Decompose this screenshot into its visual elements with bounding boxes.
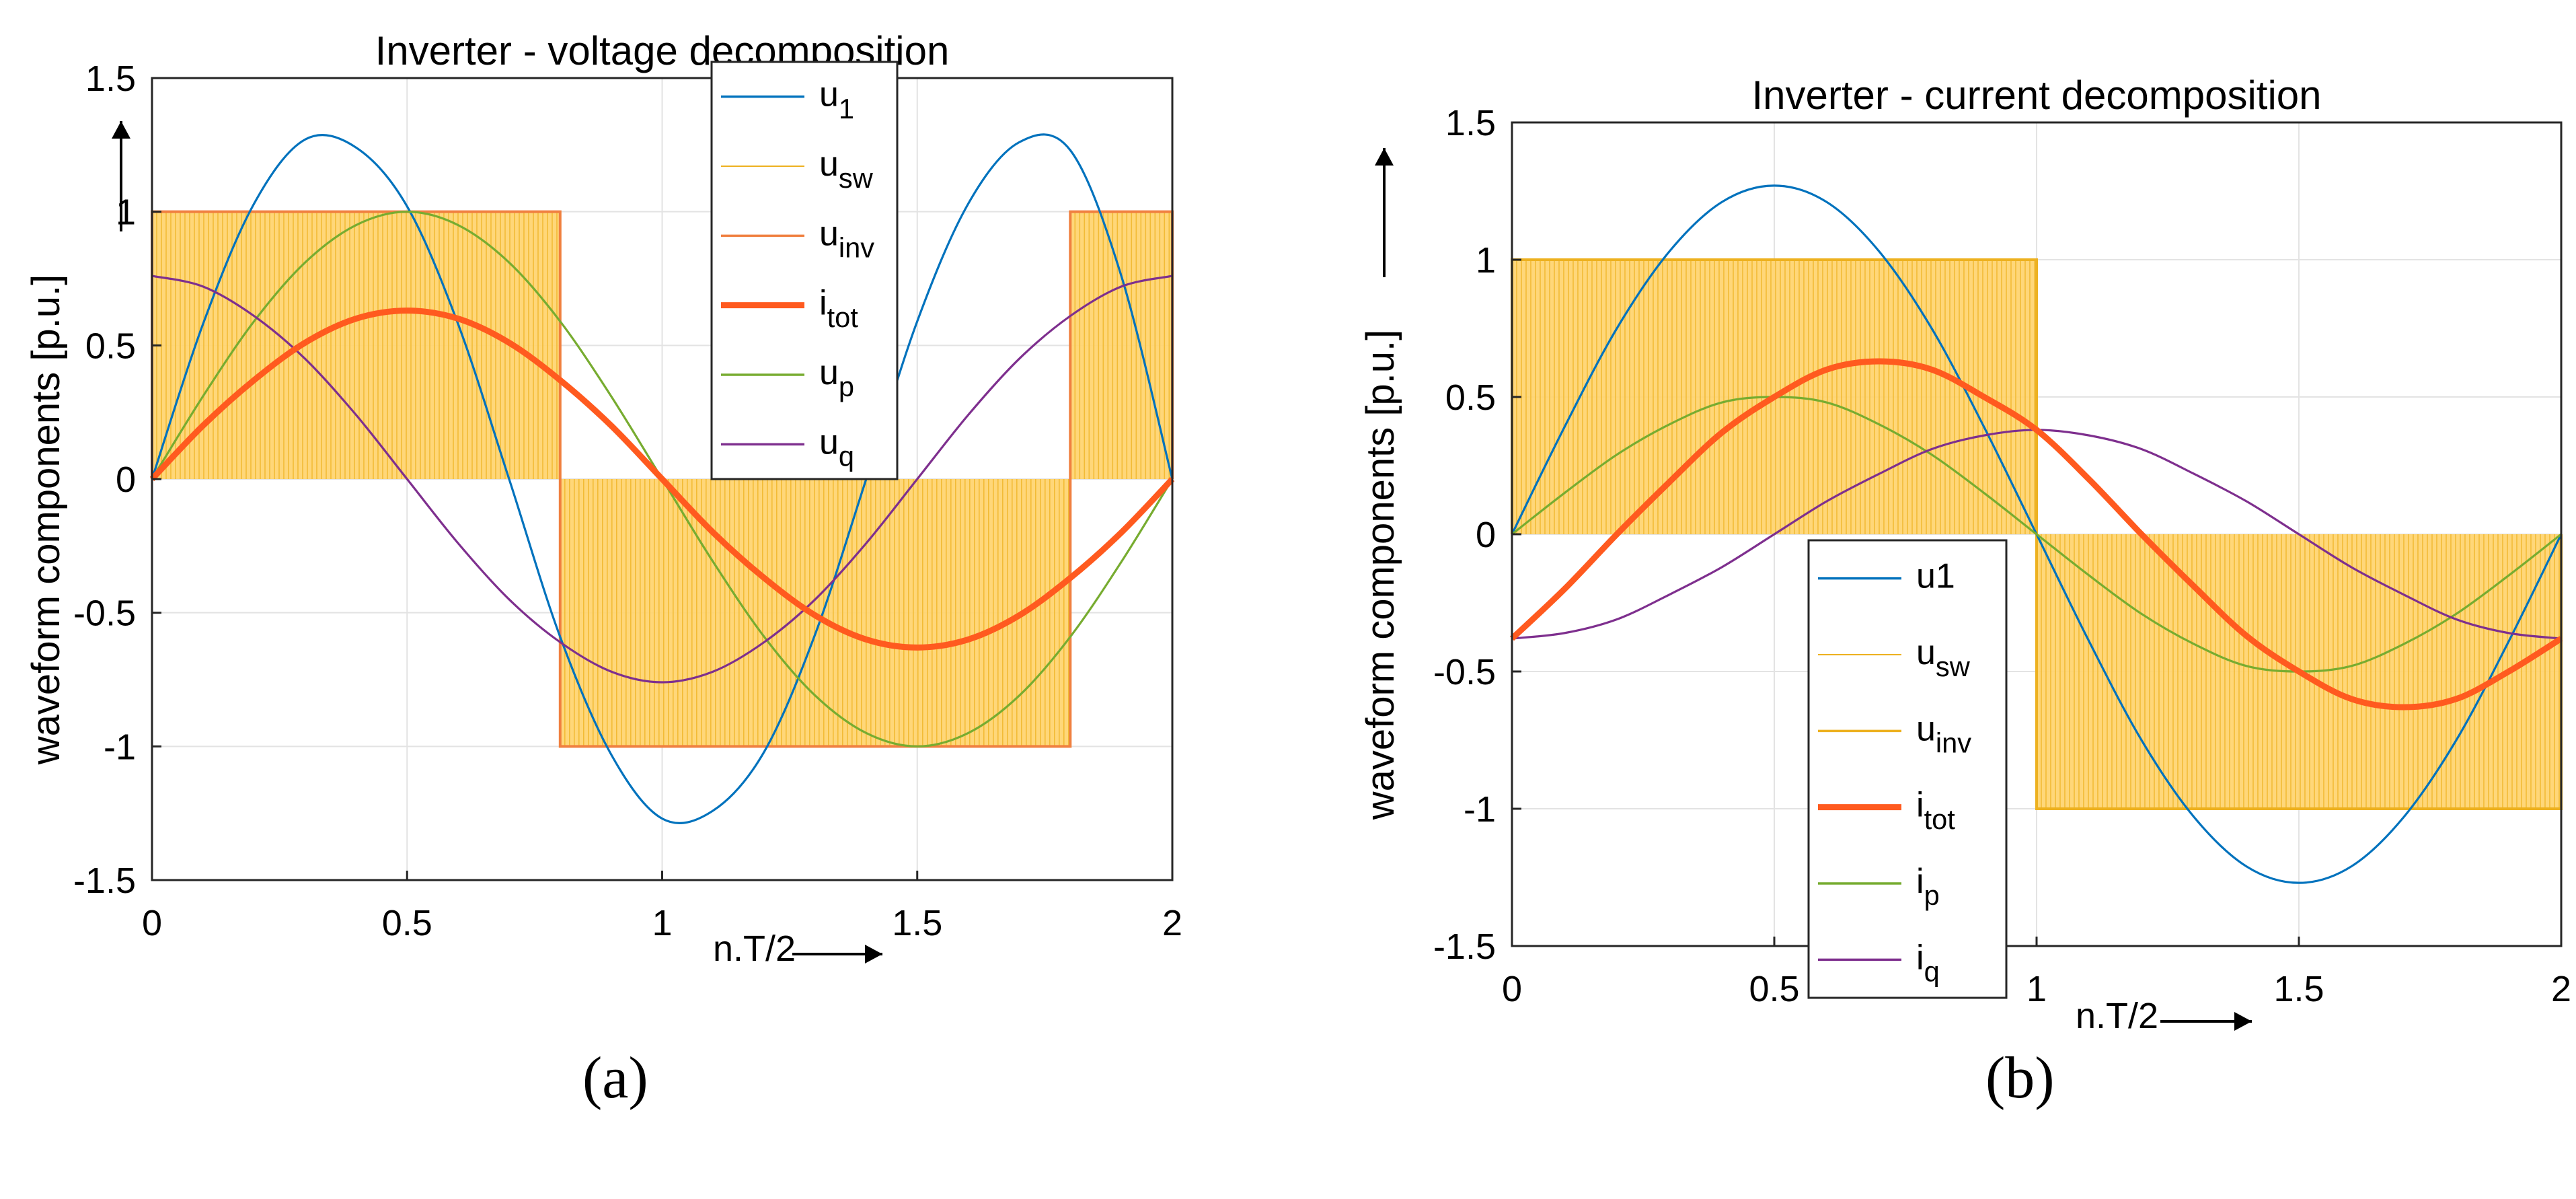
y-axis-label: waveform components [p.u.] (24, 275, 68, 766)
series-i-tot (149, 307, 1175, 651)
legend-label-u-1: u1 (819, 75, 854, 124)
y-tick-label: -1 (1464, 789, 1496, 830)
x-axis-label: n.T/2 (713, 929, 796, 969)
x-tick-label: 0.5 (382, 903, 432, 943)
series-i-tot (1509, 358, 2563, 711)
y-tick-label: 1.5 (1445, 103, 1496, 143)
legend-box (1807, 539, 2008, 999)
legend: u1 usw uinv itot up uq (710, 61, 899, 480)
y-tick-label: 1 (1476, 240, 1496, 281)
x-tick-label: 2 (1162, 903, 1182, 943)
legend-label-u-p: up (819, 353, 854, 402)
x-axis-arrowhead (2234, 1012, 2252, 1031)
switching-band (1070, 211, 1172, 479)
legend-label-i-q: iq (1916, 938, 1940, 987)
chart-title: Inverter - current decomposition (1751, 73, 2321, 118)
series-i-p (1511, 396, 2562, 673)
panel-label-b: (b) (1985, 1046, 2055, 1111)
x-tick-label: 1 (652, 903, 672, 943)
y-tick-label: 1 (116, 192, 136, 233)
y-axis-arrowhead (112, 121, 130, 139)
y-tick-label: -0.5 (73, 593, 136, 634)
y-axis-arrowhead (1375, 148, 1394, 166)
switching-band (152, 211, 560, 479)
y-tick-label: 1.5 (85, 59, 136, 99)
x-tick-label: 2 (2551, 969, 2571, 1009)
legend-label-u1: u1 (1916, 557, 1955, 596)
y-tick-label: 0 (116, 460, 136, 500)
x-axis-label: n.T/2 (2076, 996, 2158, 1036)
legend-label-u-sw: usw (1916, 633, 1971, 682)
legend-box (710, 61, 899, 480)
y-tick-label: -1.5 (1433, 926, 1496, 967)
series-u-inv (151, 210, 1174, 748)
legend-label-i-tot: itot (819, 284, 858, 333)
series-u-q (151, 275, 1173, 684)
x-tick-label: 0 (1502, 969, 1522, 1009)
y-tick-label: 0 (1476, 515, 1496, 555)
x-axis-arrowhead (865, 945, 882, 964)
panel-label-a: (a) (582, 1046, 648, 1111)
legend: u1 usw uinv itot ip iq (1807, 539, 2008, 999)
legend-label-u-q: uq (819, 423, 854, 472)
y-axis-label: waveform components [p.u.] (1359, 330, 1402, 821)
x-tick-label: 1.5 (892, 903, 942, 943)
legend-label-i-tot: itot (1916, 786, 1955, 835)
x-tick-label: 1 (2026, 969, 2047, 1009)
y-tick-label: -1 (104, 727, 136, 767)
y-tick-label: 0.5 (1445, 377, 1496, 418)
y-tick-label: -0.5 (1433, 652, 1496, 692)
x-tick-label: 0 (142, 903, 162, 943)
x-tick-label: 0.5 (1749, 969, 1799, 1009)
legend-label-u-inv: uinv (1916, 709, 1971, 758)
legend-label-u-inv: uinv (819, 214, 874, 263)
y-tick-label: 0.5 (85, 326, 136, 366)
legend-label-u-sw: usw (819, 145, 874, 194)
legend-label-i-p: ip (1916, 862, 1940, 911)
y-tick-label: -1.5 (73, 861, 136, 901)
x-tick-label: 1.5 (2273, 969, 2324, 1009)
series-u-1 (151, 133, 1174, 824)
chart-current-decomposition: 0 0.5 1 1.5 2 -1.5 -1 -0.5 0 0.5 1 1.5 Inverter - cu… (1359, 73, 2571, 1036)
